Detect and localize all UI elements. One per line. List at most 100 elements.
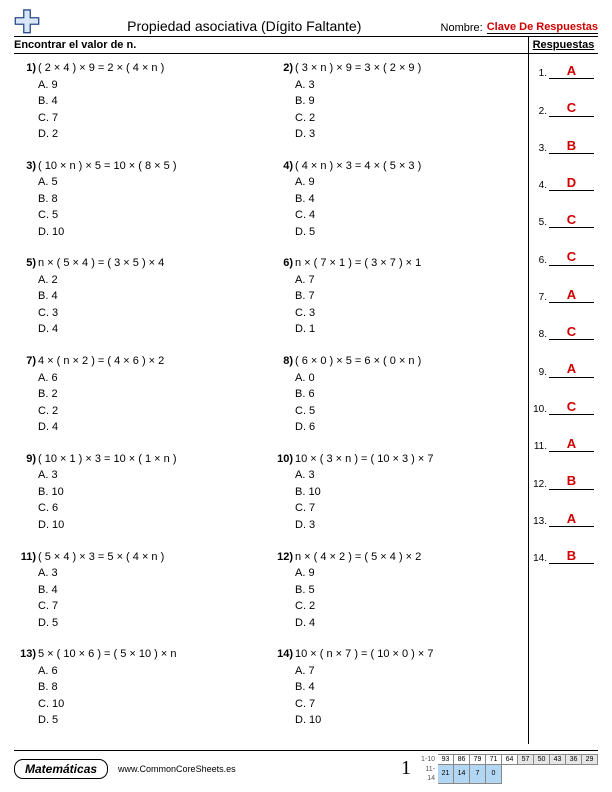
question: 12)n × ( 4 × 2 ) = ( 5 × 4 ) × 2A. 9B. 5…	[271, 549, 520, 632]
score-cell: 71	[486, 754, 502, 764]
choice: C. 5	[295, 403, 520, 420]
question-expression: 4 × ( n × 2 ) = ( 4 × 6 ) × 2	[38, 353, 263, 370]
question-expression: 10 × ( n × 7 ) = ( 10 × 0 ) × 7	[295, 646, 520, 663]
worksheet-title: Propiedad asociativa (Dígito Faltante)	[48, 18, 441, 34]
question-number: 7)	[14, 353, 36, 370]
question-number: 2)	[271, 60, 293, 77]
answer-row: 2.C	[533, 101, 594, 116]
questions-area: 1)( 2 × 4 ) × 9 = 2 × ( 4 × n )A. 9B. 4C…	[14, 54, 528, 744]
question-number: 8)	[271, 353, 293, 370]
answer-row: 1.A	[533, 64, 594, 79]
question-number: 11)	[14, 549, 36, 566]
question: 6)n × ( 7 × 1 ) = ( 3 × 7 ) × 1A. 7B. 7C…	[271, 255, 520, 338]
question: 2)( 3 × n ) × 9 = 3 × ( 2 × 9 )A. 3B. 9C…	[271, 60, 520, 143]
answer-number: 6.	[533, 255, 549, 266]
choice: A. 9	[38, 77, 263, 94]
question-expression: ( 5 × 4 ) × 3 = 5 × ( 4 × n )	[38, 549, 263, 566]
score-cell: 79	[470, 754, 486, 764]
choice: C. 7	[295, 500, 520, 517]
subject-badge: Matemáticas	[14, 759, 108, 779]
question: 8)( 6 × 0 ) × 5 = 6 × ( 0 × n )A. 0B. 6C…	[271, 353, 520, 436]
answer-value: C	[549, 250, 594, 265]
answer-value: A	[549, 362, 594, 377]
score-cell: 86	[454, 754, 470, 764]
choice: D. 10	[38, 224, 263, 241]
score-row-label: 1-10	[418, 754, 438, 764]
choice: B. 4	[38, 93, 263, 110]
answer-number: 1.	[533, 68, 549, 79]
score-grid: 1-109386797164575043362911-14211470	[417, 754, 598, 784]
question-expression: ( 10 × n ) × 5 = 10 × ( 8 × 5 )	[38, 158, 263, 175]
answer-row: 13.A	[533, 512, 594, 527]
choice: B. 5	[295, 582, 520, 599]
answer-value: A	[549, 437, 594, 452]
choice: D. 5	[38, 615, 263, 632]
answer-value: B	[549, 549, 594, 564]
answer-number: 14.	[533, 553, 549, 564]
question-number: 3)	[14, 158, 36, 175]
answer-row: 14.B	[533, 549, 594, 564]
instruction-text: Encontrar el valor de n.	[14, 37, 528, 53]
question: 7)4 × ( n × 2 ) = ( 4 × 6 ) × 2A. 6B. 2C…	[14, 353, 263, 436]
answer-value: D	[549, 176, 594, 191]
score-cell: 21	[438, 764, 454, 783]
choice: B. 7	[295, 288, 520, 305]
question-number: 10)	[271, 451, 293, 468]
question-expression: ( 4 × n ) × 3 = 4 × ( 5 × 3 )	[295, 158, 520, 175]
name-label: Nombre:	[441, 22, 483, 34]
answer-value: C	[549, 325, 594, 340]
answer-number: 8.	[533, 329, 549, 340]
answer-value: C	[549, 400, 594, 415]
answer-value: A	[549, 512, 594, 527]
choice: B. 10	[38, 484, 263, 501]
choice: D. 10	[38, 517, 263, 534]
choice: A. 0	[295, 370, 520, 387]
answer-value: B	[549, 474, 594, 489]
choice: C. 10	[38, 696, 263, 713]
choice: D. 2	[38, 126, 263, 143]
question-number: 13)	[14, 646, 36, 663]
choice: A. 7	[295, 272, 520, 289]
answer-number: 4.	[533, 180, 549, 191]
score-cell: 93	[438, 754, 454, 764]
choice: A. 2	[38, 272, 263, 289]
score-cell: 0	[486, 764, 502, 783]
choice: D. 4	[295, 615, 520, 632]
site-link: www.CommonCoreSheets.es	[118, 764, 401, 774]
question-number: 12)	[271, 549, 293, 566]
question: 3)( 10 × n ) × 5 = 10 × ( 8 × 5 )A. 5B. …	[14, 158, 263, 241]
question-expression: ( 6 × 0 ) × 5 = 6 × ( 0 × n )	[295, 353, 520, 370]
choice: B. 10	[295, 484, 520, 501]
answer-row: 12.B	[533, 474, 594, 489]
score-cell: 36	[566, 754, 582, 764]
choice: C. 7	[38, 110, 263, 127]
choice: A. 3	[38, 565, 263, 582]
question-number: 5)	[14, 255, 36, 272]
question-expression: n × ( 7 × 1 ) = ( 3 × 7 ) × 1	[295, 255, 520, 272]
question-expression: ( 3 × n ) × 9 = 3 × ( 2 × 9 )	[295, 60, 520, 77]
question: 9)( 10 × 1 ) × 3 = 10 × ( 1 × n )A. 3B. …	[14, 451, 263, 534]
answer-number: 9.	[533, 367, 549, 378]
question: 10)10 × ( 3 × n ) = ( 10 × 3 ) × 7A. 3B.…	[271, 451, 520, 534]
question-expression: 5 × ( 10 × 6 ) = ( 5 × 10 ) × n	[38, 646, 263, 663]
choice: A. 9	[295, 174, 520, 191]
answer-row: 8.C	[533, 325, 594, 340]
answer-value: C	[549, 213, 594, 228]
score-cell: 7	[470, 764, 486, 783]
answer-number: 11.	[533, 441, 549, 452]
question-number: 4)	[271, 158, 293, 175]
question-expression: 10 × ( 3 × n ) = ( 10 × 3 ) × 7	[295, 451, 520, 468]
choice: B. 4	[295, 191, 520, 208]
question-number: 9)	[14, 451, 36, 468]
score-cell: 29	[582, 754, 598, 764]
page-number: 1	[401, 757, 411, 780]
choice: B. 4	[38, 288, 263, 305]
question-number: 1)	[14, 60, 36, 77]
answers-heading: Respuestas	[528, 37, 598, 53]
choice: D. 6	[295, 419, 520, 436]
answer-number: 7.	[533, 292, 549, 303]
score-cell: 50	[534, 754, 550, 764]
answer-row: 4.D	[533, 176, 594, 191]
choice: A. 6	[38, 663, 263, 680]
choice: C. 2	[38, 403, 263, 420]
